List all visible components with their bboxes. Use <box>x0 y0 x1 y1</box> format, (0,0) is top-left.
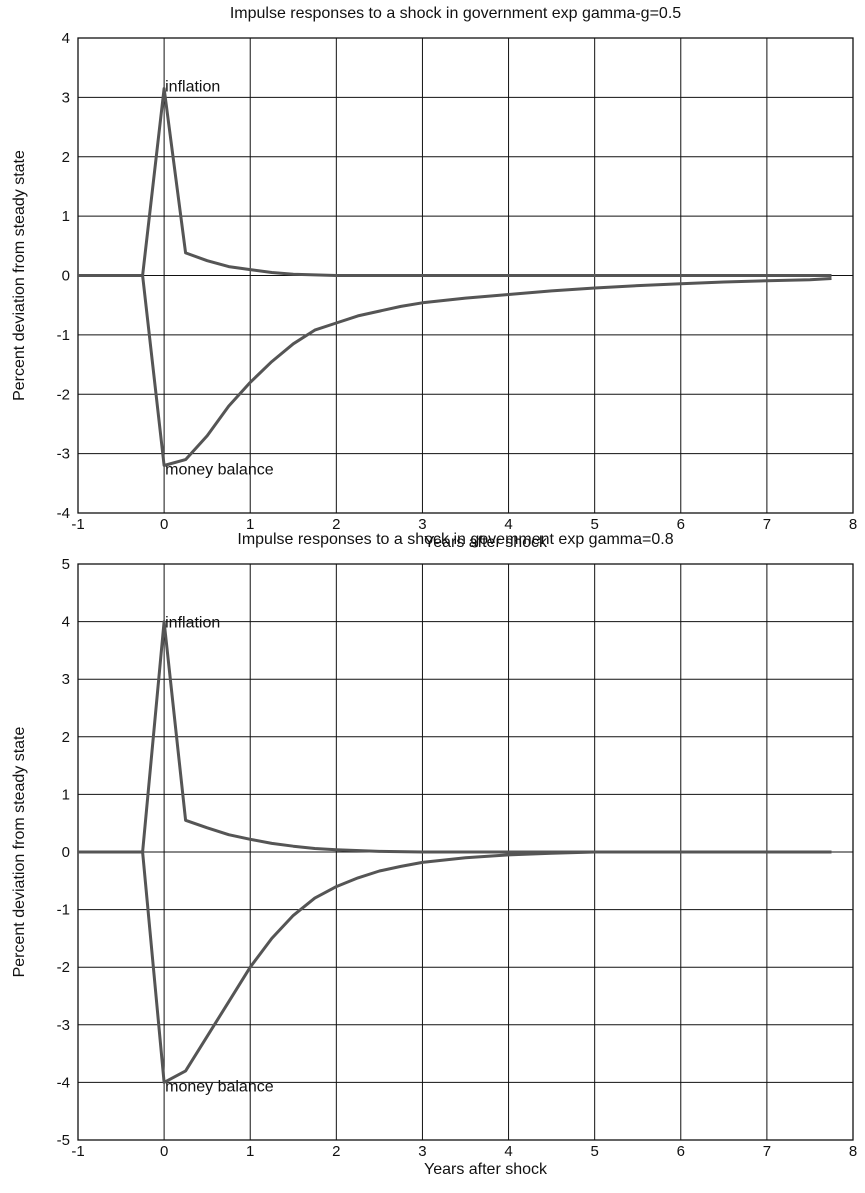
x-tick-label: 6 <box>677 516 685 533</box>
series-line-money-balance <box>78 274 832 467</box>
x-tick-label: 1 <box>246 516 254 533</box>
y-tick-label: -3 <box>57 1017 70 1034</box>
y-axis-label: Percent deviation from steady state <box>11 727 28 978</box>
y-tick-label: -2 <box>57 386 70 403</box>
x-tick-label: 0 <box>160 516 168 533</box>
series-line-inflation <box>78 87 832 277</box>
x-tick-label: 8 <box>849 1143 857 1160</box>
y-tick-label: 4 <box>62 30 70 47</box>
chart-title: Impulse responses to a shock in govemmen… <box>237 531 673 548</box>
x-tick-label: 4 <box>504 516 512 533</box>
annotation-money-balance: money balance <box>165 1078 274 1095</box>
y-tick-label: 0 <box>62 844 70 861</box>
x-tick-label: -1 <box>71 1143 84 1160</box>
y-tick-label: 3 <box>62 671 70 688</box>
y-tick-label: -4 <box>57 1074 70 1091</box>
x-tick-label: 7 <box>763 1143 771 1160</box>
y-tick-label: -4 <box>57 505 70 522</box>
y-tick-label: 1 <box>62 208 70 225</box>
x-tick-label: 5 <box>590 1143 598 1160</box>
x-tick-label: 3 <box>418 1143 426 1160</box>
x-tick-label: 5 <box>590 516 598 533</box>
y-tick-label: 5 <box>62 556 70 573</box>
x-tick-label: 1 <box>246 1143 254 1160</box>
y-tick-label: 4 <box>62 614 70 631</box>
y-tick-label: -1 <box>57 327 70 344</box>
chart-2: -1 0 1 2 3 4 5 6 7 8 -5 -4 -3 -2 -1 0 1 2 3 4 5 Impulse respo… <box>11 531 857 1178</box>
x-tick-label: 2 <box>332 516 340 533</box>
x-tick-label: -1 <box>71 516 84 533</box>
y-tick-label: 2 <box>62 149 70 166</box>
y-tick-label: -5 <box>57 1132 70 1149</box>
x-tick-label: 8 <box>849 516 857 533</box>
chart-title: Impulse responses to a shock in governme… <box>230 5 681 22</box>
x-axis-label: Years after shock <box>424 1161 548 1178</box>
y-tick-label: -3 <box>57 446 70 463</box>
annotation-money-balance: money balance <box>165 461 274 478</box>
x-tick-label: 6 <box>677 1143 685 1160</box>
x-tick-label: 7 <box>763 516 771 533</box>
y-tick-label: 3 <box>62 89 70 106</box>
x-axis-label: Years after shock <box>424 534 548 551</box>
x-tick-label: 4 <box>504 1143 512 1160</box>
y-tick-label: 1 <box>62 786 70 803</box>
x-tick-label: 2 <box>332 1143 340 1160</box>
y-tick-label: 0 <box>62 268 70 285</box>
y-tick-label: -1 <box>57 902 70 919</box>
annotation-inflation: inflation <box>165 79 220 96</box>
y-tick-label: 2 <box>62 729 70 746</box>
series-line-money-balance <box>78 850 832 1084</box>
y-axis-label: Percent deviation from steady state <box>11 150 28 401</box>
x-tick-label: 0 <box>160 1143 168 1160</box>
x-tick-label: 3 <box>418 516 426 533</box>
annotation-inflation: inflation <box>165 615 220 632</box>
y-tick-label: -2 <box>57 959 70 976</box>
